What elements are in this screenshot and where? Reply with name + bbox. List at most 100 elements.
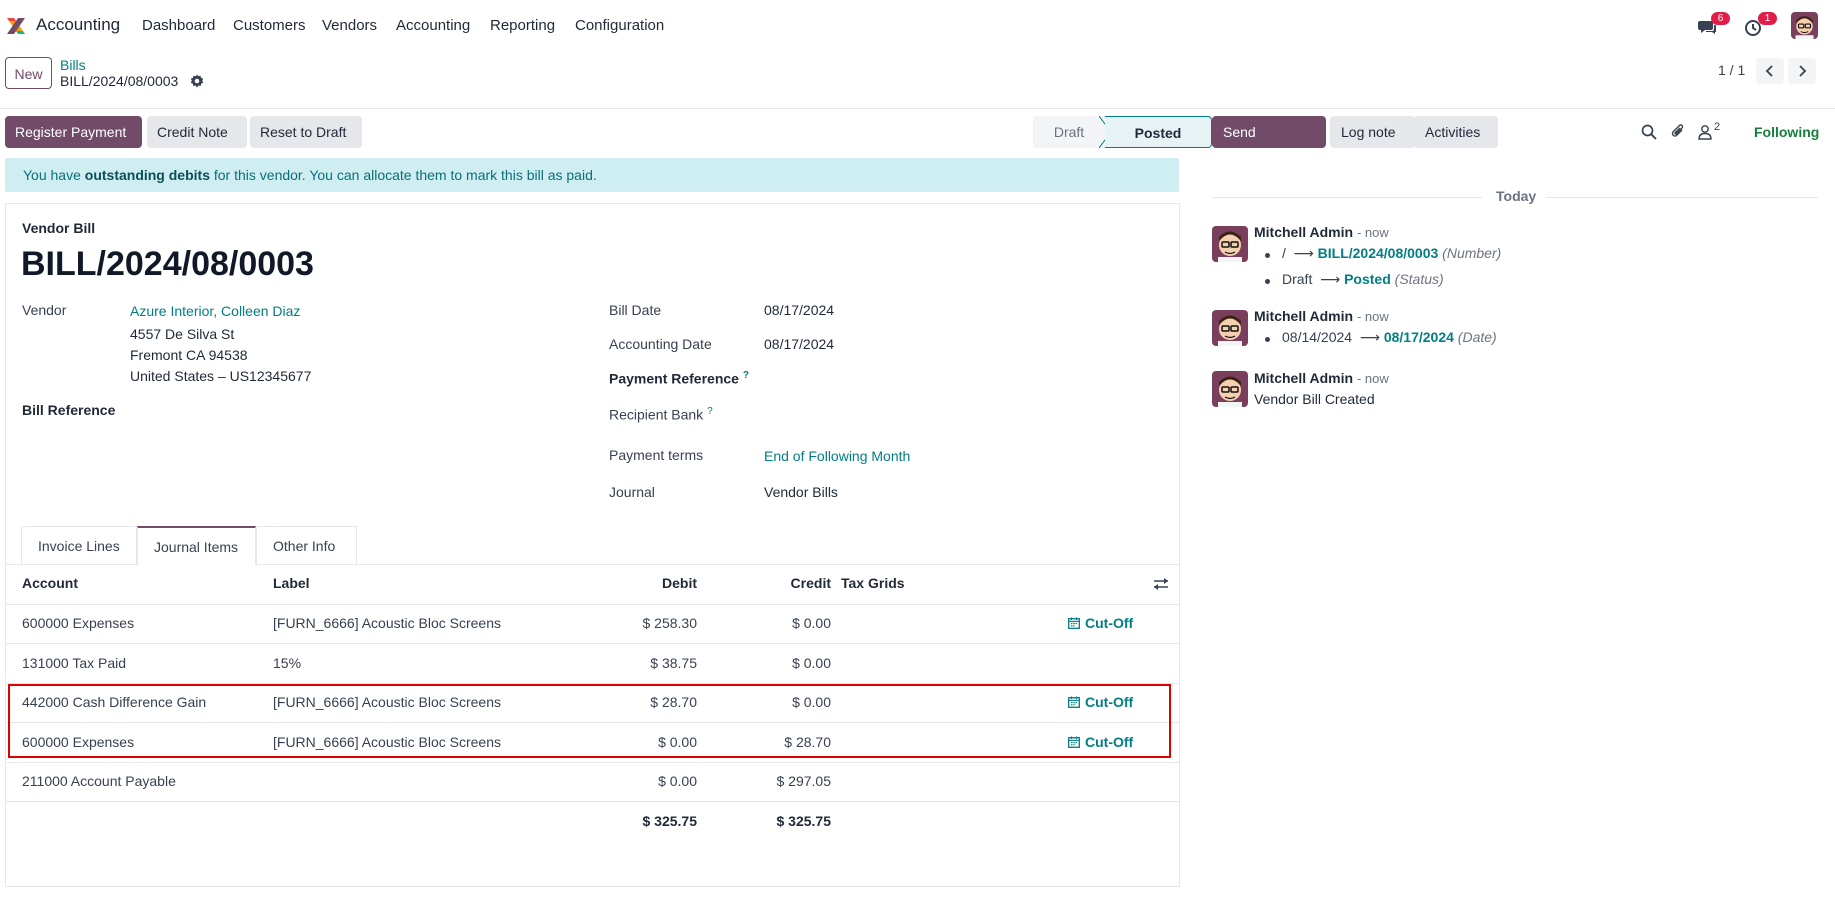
row-debit: $ 28.70 [650, 694, 697, 710]
row-label: 15% [273, 655, 302, 671]
cutoff-button[interactable]: Cut-Off [1068, 694, 1133, 710]
messages-button[interactable]: 6 [1697, 12, 1730, 38]
chevron-left-icon [1765, 65, 1773, 77]
row-credit: $ 0.00 [792, 655, 831, 671]
register-payment-button[interactable]: Register Payment [5, 116, 142, 148]
accounting-app-icon[interactable] [5, 16, 27, 36]
chat-bubble-icon [1698, 21, 1716, 34]
new-button[interactable]: New [5, 57, 52, 89]
user-icon [1698, 125, 1712, 140]
tab-invoice-lines[interactable]: Invoice Lines [21, 526, 137, 564]
table-row[interactable]: 442000 Cash Difference Gain [FURN_6666] … [6, 683, 1179, 723]
vendor-link[interactable]: Azure Interior, Colleen Diaz [130, 303, 301, 319]
menu-configuration[interactable]: Configuration [575, 17, 665, 34]
message-time: - now [1356, 371, 1389, 386]
track-new: Posted [1344, 271, 1391, 287]
accounting-date-label: Accounting Date [609, 336, 712, 352]
list-bullet [1265, 279, 1270, 284]
list-bullet [1265, 253, 1270, 258]
bill-date-value[interactable]: 08/17/2024 [764, 302, 835, 318]
app-name[interactable]: Accounting [36, 15, 121, 34]
row-account: 600000 Expenses [22, 734, 135, 750]
column-credit[interactable]: Credit [790, 575, 831, 591]
menu-dashboard[interactable]: Dashboard [142, 17, 216, 34]
calendar-icon [1068, 696, 1080, 708]
payment-terms-label: Payment terms [609, 447, 704, 463]
avatar-face-icon [1212, 371, 1248, 407]
avatar[interactable] [1212, 371, 1248, 407]
author-name[interactable]: Mitchell Admin [1254, 370, 1354, 386]
credit-note-button[interactable]: Credit Note [147, 116, 247, 148]
message-author[interactable]: Mitchell Admin - now [1254, 308, 1389, 324]
calendar-icon [1068, 736, 1080, 748]
today-divider-left [1212, 197, 1482, 198]
menu-customers[interactable]: Customers [233, 17, 306, 34]
row-debit: $ 258.30 [642, 615, 698, 631]
pager-next-button[interactable] [1788, 58, 1816, 84]
cutoff-button[interactable]: Cut-Off [1068, 734, 1133, 750]
calendar-icon [1068, 617, 1080, 629]
payment-reference-text: Payment Reference [609, 370, 739, 387]
log-note-button[interactable]: Log note [1330, 116, 1415, 148]
paperclip-icon[interactable] [1670, 123, 1686, 140]
table-row[interactable]: 600000 Expenses [FURN_6666] Acoustic Blo… [6, 723, 1179, 763]
row-account: 211000 Account Payable [22, 773, 176, 789]
cutoff-label: Cut-Off [1085, 694, 1134, 710]
row-label: [FURN_6666] Acoustic Bloc Screens [273, 694, 501, 710]
cutoff-button[interactable]: Cut-Off [1068, 615, 1133, 631]
author-name[interactable]: Mitchell Admin [1254, 224, 1354, 240]
optional-columns-icon[interactable] [1153, 576, 1169, 592]
track-old: / [1282, 245, 1286, 261]
author-name[interactable]: Mitchell Admin [1254, 308, 1354, 324]
alert-strong[interactable]: outstanding debits [84, 167, 210, 183]
send-message-button[interactable]: Send message [1212, 116, 1326, 172]
stage-draft[interactable]: Draft [1033, 116, 1105, 148]
avatar[interactable] [1212, 226, 1248, 262]
table-row[interactable]: 211000 Account Payable $ 0.00 $ 297.05 [6, 762, 1179, 802]
chevron-right-icon [1799, 65, 1807, 77]
row-credit: $ 297.05 [776, 773, 832, 789]
avatar-face-icon [1212, 226, 1248, 262]
tab-other-info[interactable]: Other Info [256, 526, 357, 564]
stage-posted[interactable]: Posted [1105, 116, 1212, 148]
payment-reference-help-icon[interactable]: ? [742, 370, 749, 381]
table-row[interactable]: 131000 Tax Paid 15% $ 38.75 $ 0.00 [6, 644, 1179, 684]
menu-vendors[interactable]: Vendors [322, 17, 378, 34]
document-type: Vendor Bill [22, 220, 96, 236]
bill-date-label: Bill Date [609, 302, 662, 318]
row-credit: $ 0.00 [792, 615, 831, 631]
activities-button[interactable]: 1 [1744, 12, 1777, 38]
table-row[interactable]: 600000 Expenses [FURN_6666] Acoustic Blo… [6, 604, 1179, 644]
gear-icon[interactable] [190, 74, 204, 88]
row-account: 131000 Tax Paid [22, 655, 127, 671]
payment-terms-link[interactable]: End of Following Month [764, 448, 911, 464]
reset-to-draft-button[interactable]: Reset to Draft [250, 116, 362, 148]
column-label[interactable]: Label [273, 575, 310, 591]
followers-button[interactable]: 2 [1698, 121, 1724, 141]
pager-previous-button[interactable] [1756, 58, 1784, 84]
message-author[interactable]: Mitchell Admin - now [1254, 224, 1389, 240]
activities-button[interactable]: Activities [1414, 116, 1498, 148]
user-avatar[interactable] [1791, 12, 1818, 39]
pager-value[interactable]: 1 / 1 [1718, 62, 1746, 78]
avatar[interactable] [1212, 310, 1248, 346]
row-account: 600000 Expenses [22, 615, 135, 631]
column-tax-grids[interactable]: Tax Grids [841, 575, 905, 591]
bill-number: BILL/2024/08/0003 [21, 245, 314, 283]
menu-accounting[interactable]: Accounting [396, 17, 471, 34]
accounting-date-value[interactable]: 08/17/2024 [764, 336, 835, 352]
messages-badge: 6 [1711, 12, 1730, 25]
column-account[interactable]: Account [22, 575, 78, 591]
breadcrumb-bills[interactable]: Bills [60, 57, 86, 73]
recipient-bank-label: Recipient Bank ? [609, 406, 713, 423]
track-new: 08/17/2024 [1383, 329, 1454, 345]
message-author[interactable]: Mitchell Admin - now [1254, 370, 1389, 386]
menu-reporting[interactable]: Reporting [490, 17, 556, 34]
journal-value[interactable]: Vendor Bills [764, 484, 838, 500]
following-status[interactable]: Following [1754, 124, 1820, 140]
tab-journal-items[interactable]: Journal Items [137, 526, 256, 565]
recipient-bank-help-icon[interactable]: ? [707, 406, 713, 417]
message-time: - now [1356, 309, 1389, 324]
search-icon[interactable] [1641, 124, 1657, 140]
column-debit[interactable]: Debit [662, 575, 697, 591]
